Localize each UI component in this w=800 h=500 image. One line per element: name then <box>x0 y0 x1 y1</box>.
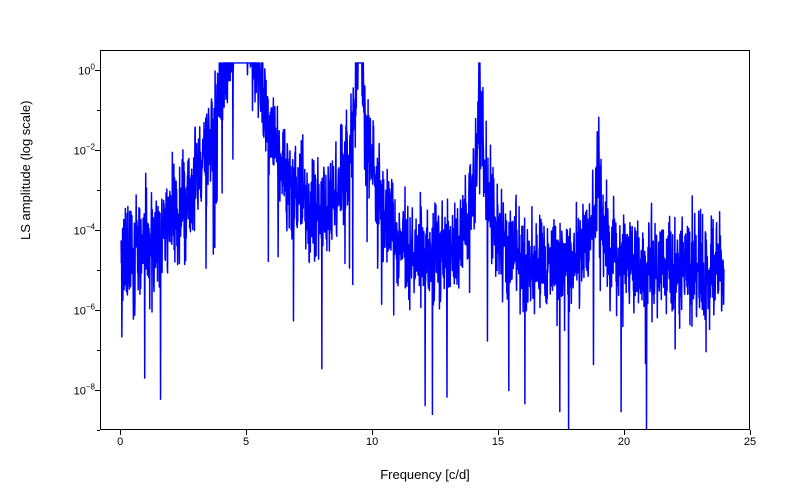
plot-area <box>100 50 750 430</box>
y-minor-tick <box>97 190 100 191</box>
y-tick <box>95 310 100 311</box>
y-tick-label: 100 <box>50 63 95 78</box>
y-tick <box>95 230 100 231</box>
y-tick <box>95 150 100 151</box>
y-minor-tick <box>97 430 100 431</box>
x-tick-label: 20 <box>618 436 630 448</box>
y-tick-label: 10−4 <box>50 223 95 238</box>
x-tick <box>498 430 499 435</box>
x-tick <box>750 430 751 435</box>
y-tick <box>95 390 100 391</box>
x-tick-label: 15 <box>492 436 504 448</box>
spectrum-line <box>101 51 749 429</box>
x-tick <box>246 430 247 435</box>
y-minor-tick <box>97 110 100 111</box>
figure-container: 0 5 10 15 20 25 10−8 10−6 10−4 10−2 100 LS amplit… <box>0 0 800 500</box>
y-tick-label: 10−2 <box>50 143 95 158</box>
x-tick-label: 5 <box>243 436 249 448</box>
x-axis-label: Frequency [c/d] <box>100 467 750 482</box>
x-tick-label: 0 <box>117 436 123 448</box>
x-tick-label: 25 <box>744 436 756 448</box>
y-tick-label: 10−6 <box>50 303 95 318</box>
y-minor-tick <box>97 350 100 351</box>
x-tick <box>372 430 373 435</box>
x-tick-label: 10 <box>366 436 378 448</box>
y-tick <box>95 70 100 71</box>
y-minor-tick <box>97 270 100 271</box>
y-tick-label: 10−8 <box>50 383 95 398</box>
x-tick <box>624 430 625 435</box>
y-axis-label: LS amplitude (log scale) <box>18 101 33 240</box>
x-tick <box>120 430 121 435</box>
